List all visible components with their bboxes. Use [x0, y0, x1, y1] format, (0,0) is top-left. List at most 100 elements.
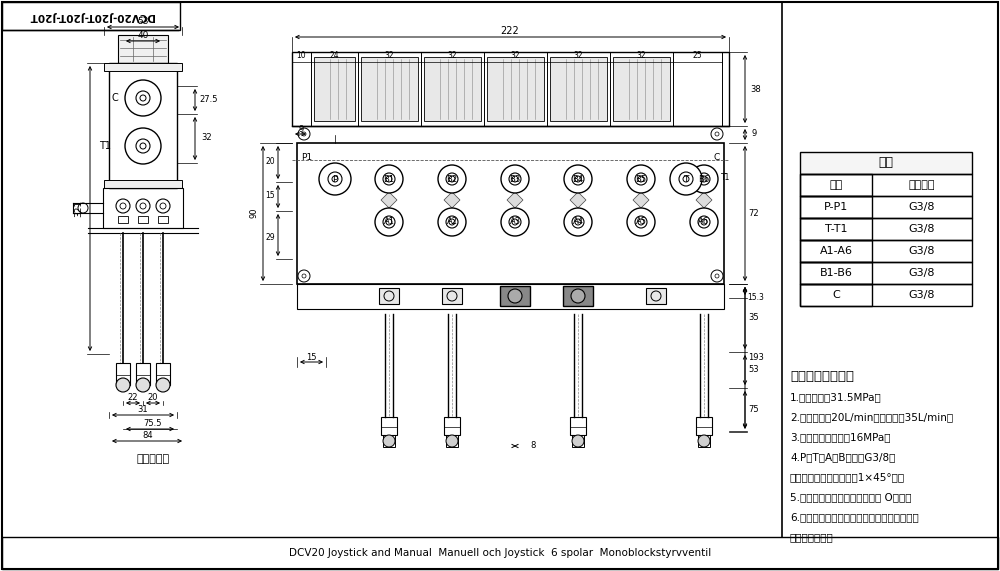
Text: 38: 38: [751, 85, 761, 94]
Bar: [136, 363, 150, 385]
Bar: [2, 2, 180, 30]
Circle shape: [156, 378, 170, 392]
Bar: [500, 286, 530, 306]
Circle shape: [627, 208, 655, 236]
Circle shape: [438, 165, 466, 193]
Bar: [800, 240, 872, 262]
Circle shape: [690, 208, 718, 236]
Polygon shape: [633, 192, 649, 208]
Text: 6.阀体表面硬化处理，安全阀及蝶纹锁死，支: 6.阀体表面硬化处理，安全阀及蝶纹锁死，支: [790, 512, 919, 522]
Bar: [158, 216, 168, 223]
Text: 9: 9: [751, 130, 757, 139]
Bar: [568, 288, 588, 304]
Text: 84: 84: [143, 432, 153, 440]
Text: 20: 20: [148, 393, 158, 403]
Text: 4.P、T、A、B口均为G3/8，: 4.P、T、A、B口均为G3/8，: [790, 452, 895, 462]
Text: 20: 20: [265, 158, 275, 167]
Text: 32: 32: [510, 50, 520, 59]
Text: B4: B4: [572, 175, 584, 183]
Bar: [103, 188, 183, 228]
Bar: [297, 143, 724, 284]
Text: T: T: [683, 175, 689, 183]
Text: G3/8: G3/8: [909, 224, 935, 234]
Text: 8: 8: [530, 441, 536, 451]
Circle shape: [319, 163, 351, 195]
Text: 40: 40: [137, 31, 149, 41]
Bar: [572, 435, 584, 447]
Text: 32: 32: [447, 50, 457, 59]
Text: 53: 53: [137, 18, 149, 26]
Text: 24: 24: [329, 50, 339, 59]
Circle shape: [383, 435, 395, 447]
Text: P: P: [332, 175, 338, 183]
Text: 27.5: 27.5: [200, 95, 218, 104]
Bar: [696, 417, 712, 435]
Circle shape: [501, 165, 529, 193]
Bar: [800, 218, 872, 240]
Text: 53: 53: [749, 365, 759, 375]
Circle shape: [438, 208, 466, 236]
Text: 25: 25: [692, 50, 702, 59]
Text: 32: 32: [384, 50, 394, 59]
Text: 15: 15: [265, 191, 275, 200]
Text: 15: 15: [306, 352, 316, 361]
Text: C: C: [832, 290, 840, 300]
Bar: [563, 286, 593, 306]
Bar: [383, 435, 395, 447]
Text: 技术要求及参数：: 技术要求及参数：: [790, 370, 854, 383]
Bar: [381, 417, 397, 435]
Text: 90: 90: [250, 208, 258, 218]
Text: 1.额定压力：31.5MPa；: 1.额定压力：31.5MPa；: [790, 392, 882, 402]
Text: B3: B3: [509, 175, 521, 183]
Text: 32: 32: [202, 134, 212, 143]
Text: G3/8: G3/8: [909, 246, 935, 256]
Circle shape: [690, 165, 718, 193]
Text: 32: 32: [636, 50, 646, 59]
Bar: [613, 57, 670, 121]
Circle shape: [571, 289, 585, 303]
Text: 22: 22: [128, 393, 138, 403]
Text: G3/8: G3/8: [909, 268, 935, 278]
Bar: [487, 57, 544, 121]
Circle shape: [508, 289, 522, 303]
Bar: [314, 57, 355, 121]
Bar: [424, 57, 481, 121]
Text: T1: T1: [721, 172, 730, 182]
Bar: [2, 537, 998, 569]
Bar: [646, 288, 666, 304]
Circle shape: [375, 165, 403, 193]
Text: P1: P1: [301, 152, 313, 162]
Circle shape: [627, 165, 655, 193]
Polygon shape: [381, 192, 397, 208]
Bar: [800, 218, 972, 240]
Text: 蝶纹规格: 蝶纹规格: [909, 180, 935, 190]
Text: 架后盖为铝本色: 架后盖为铝本色: [790, 532, 834, 542]
Text: 193: 193: [748, 353, 764, 363]
Text: 15.3: 15.3: [748, 292, 764, 301]
Text: A5: A5: [636, 218, 646, 227]
Bar: [550, 57, 607, 121]
Text: 均为平面密封，蝶纹孔口1×45°角。: 均为平面密封，蝶纹孔口1×45°角。: [790, 472, 905, 482]
Bar: [361, 57, 418, 121]
Text: A1-A6: A1-A6: [820, 246, 852, 256]
Text: G3/8: G3/8: [909, 290, 935, 300]
Text: C: C: [714, 152, 720, 162]
Bar: [442, 288, 462, 304]
Text: 75: 75: [749, 404, 759, 413]
Text: 接口: 接口: [829, 180, 843, 190]
Circle shape: [375, 208, 403, 236]
Bar: [138, 216, 148, 223]
Bar: [800, 284, 872, 306]
Bar: [156, 363, 170, 385]
Bar: [800, 196, 872, 218]
Circle shape: [136, 378, 150, 392]
Circle shape: [116, 378, 130, 392]
Text: B2: B2: [446, 175, 458, 183]
Circle shape: [446, 435, 458, 447]
Bar: [800, 262, 972, 284]
Circle shape: [564, 165, 592, 193]
Text: 3.安装阀调定压力：16MPa；: 3.安装阀调定压力：16MPa；: [790, 432, 891, 442]
Circle shape: [501, 208, 529, 236]
Text: B1-B6: B1-B6: [820, 268, 852, 278]
Bar: [118, 35, 168, 63]
